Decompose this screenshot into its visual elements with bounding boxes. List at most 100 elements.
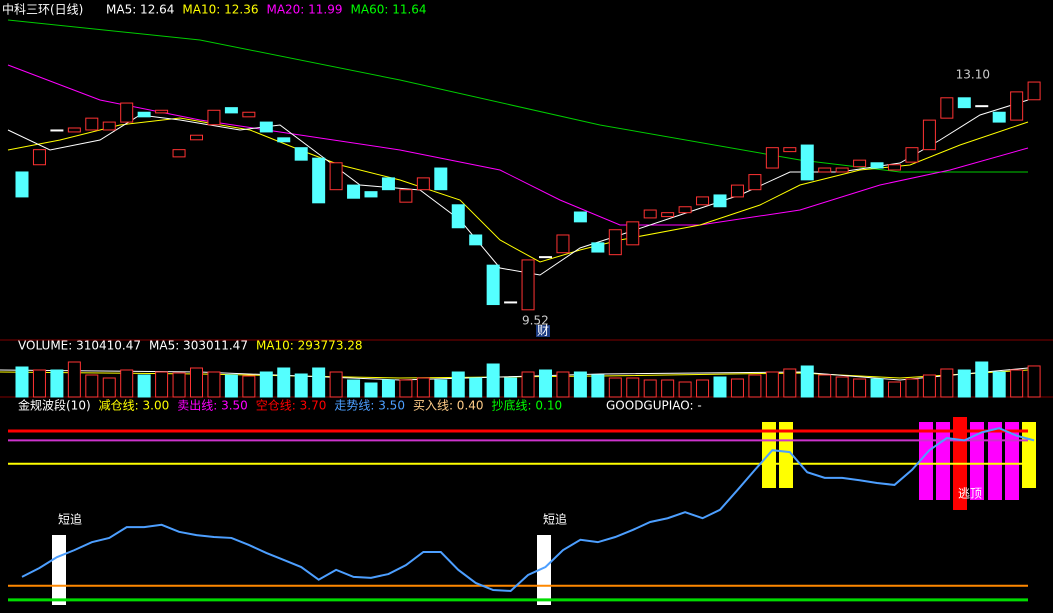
candle-body bbox=[888, 164, 901, 171]
candle-body bbox=[835, 167, 849, 173]
header-label: 走势线: 3.50 bbox=[334, 399, 405, 413]
candle-body bbox=[451, 204, 465, 229]
candle-body bbox=[678, 206, 692, 214]
volume-bar bbox=[765, 371, 779, 398]
volume-bar bbox=[905, 378, 919, 398]
candle-body bbox=[190, 134, 203, 141]
candle-body bbox=[504, 301, 518, 304]
volume-bar bbox=[15, 366, 29, 398]
volume-bar bbox=[922, 374, 936, 398]
volume-bar bbox=[696, 379, 710, 398]
ma60-line bbox=[7, 19, 1028, 173]
candle-body bbox=[242, 111, 256, 118]
ma10-line bbox=[7, 117, 1029, 263]
stock-title: 中科三环(日线) bbox=[2, 2, 83, 17]
volume-bar bbox=[207, 371, 221, 398]
candle-body bbox=[1027, 81, 1041, 101]
candle-body bbox=[940, 97, 954, 119]
volume-bar bbox=[626, 377, 640, 398]
candle-body bbox=[765, 147, 779, 169]
candle-body bbox=[957, 97, 971, 109]
volume-bar bbox=[364, 382, 378, 398]
candle-body bbox=[608, 229, 622, 256]
header-label: 抄底线: 0.10 bbox=[492, 398, 563, 413]
volume-bar bbox=[1027, 365, 1041, 398]
candle-body bbox=[224, 107, 238, 114]
header-label: MA10: 293773.28 bbox=[256, 339, 363, 353]
volume-bar bbox=[853, 378, 867, 398]
volume-bar bbox=[172, 372, 186, 398]
header-label: 金规波段(10) bbox=[18, 398, 91, 413]
volume-bar bbox=[748, 374, 762, 398]
candle-body bbox=[783, 147, 797, 153]
candle-body bbox=[32, 149, 46, 166]
candle-body bbox=[800, 144, 814, 181]
candle-body bbox=[1010, 91, 1024, 121]
candle-body bbox=[643, 209, 657, 219]
header-label: MA20: 11.99 bbox=[266, 3, 342, 17]
volume-bar bbox=[870, 378, 884, 398]
candle-body bbox=[15, 171, 29, 198]
candle-body bbox=[626, 221, 640, 246]
candle-body bbox=[102, 121, 116, 131]
volume-bar bbox=[137, 374, 151, 398]
signal-bar bbox=[919, 422, 933, 500]
header-label: 卖出线: 3.50 bbox=[177, 399, 248, 413]
volume-bar bbox=[451, 371, 465, 398]
volume-bar bbox=[381, 379, 395, 398]
header-label: VOLUME: 310410.47 bbox=[18, 339, 141, 353]
volume-bar bbox=[312, 367, 326, 398]
candle-body bbox=[975, 105, 989, 108]
candle-body bbox=[67, 127, 81, 133]
volume-bar bbox=[573, 371, 587, 398]
candle-body bbox=[137, 111, 151, 118]
candle-body bbox=[364, 191, 378, 198]
volume-bar bbox=[120, 369, 134, 398]
candle-body bbox=[591, 242, 605, 253]
volume-bar bbox=[608, 377, 622, 398]
candle-body bbox=[120, 102, 134, 123]
candle-body bbox=[277, 137, 291, 143]
volume-bar bbox=[32, 369, 46, 398]
volume-bar bbox=[521, 371, 535, 398]
volume-bar bbox=[730, 378, 744, 398]
tag-label: 逃顶 bbox=[958, 487, 982, 501]
note-box bbox=[536, 325, 550, 337]
volume-bar bbox=[556, 371, 570, 398]
volume-bar bbox=[504, 377, 518, 398]
candle-body bbox=[818, 167, 832, 173]
low-label: 9.52 bbox=[522, 314, 549, 328]
signal-bar bbox=[936, 422, 950, 500]
candle-body bbox=[312, 157, 326, 204]
candle-body bbox=[155, 109, 169, 114]
volume-bar bbox=[102, 377, 116, 398]
candle-body bbox=[905, 147, 919, 163]
volume-bar bbox=[224, 374, 238, 398]
trend-line bbox=[21, 427, 1035, 592]
candle-body bbox=[469, 234, 483, 246]
header-label: MA10: 12.36 bbox=[182, 3, 258, 17]
volume-bar bbox=[818, 374, 832, 398]
candle-body bbox=[853, 159, 867, 168]
tag-label: 短追 bbox=[543, 512, 567, 527]
candle-body bbox=[294, 147, 308, 161]
candle-body bbox=[486, 264, 500, 306]
header-label: MA5: 12.64 bbox=[106, 3, 174, 17]
candle-body bbox=[416, 177, 430, 191]
volume-bar bbox=[591, 374, 605, 398]
volume-bar bbox=[643, 379, 657, 398]
candle-body bbox=[870, 162, 884, 169]
volume-bar bbox=[277, 367, 291, 398]
header-label: 减仓线: 3.00 bbox=[99, 399, 170, 413]
candle-body bbox=[922, 119, 936, 151]
volume-bar bbox=[259, 371, 273, 398]
candle-body bbox=[434, 167, 448, 191]
ma20-line bbox=[7, 64, 1029, 226]
signal-bars bbox=[52, 417, 1036, 605]
volume-bar bbox=[783, 368, 797, 398]
candle-body bbox=[521, 259, 535, 311]
volume-bar bbox=[469, 377, 483, 398]
note-label: 财 bbox=[537, 324, 549, 338]
header-label: MA60: 11.64 bbox=[351, 3, 427, 17]
